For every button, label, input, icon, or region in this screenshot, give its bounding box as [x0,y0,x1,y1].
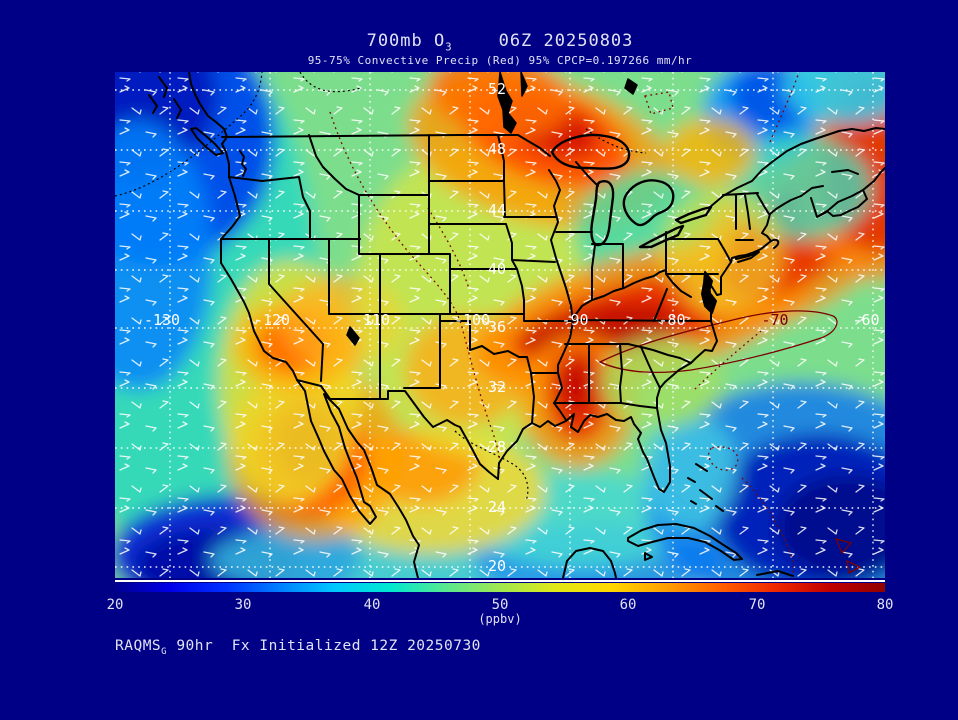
colorbar-tick: 80 [876,597,894,613]
ozone-map-canvas: 52 48 44 40 36 32 28 24 20 -130 -120 -11… [115,72,885,578]
canada-border [221,134,551,157]
colorbar-tick: 30 [234,597,252,613]
lat-label: 24 [488,498,506,516]
title-valid-time: 06Z 20250803 [498,31,634,51]
colorbar-tick: 60 [619,597,637,613]
gulf-atlantic-coast [497,320,718,493]
map-labels: 52 48 44 40 36 32 28 24 20 -130 -120 -11… [144,80,880,575]
graticule [115,72,885,578]
lat-label: 36 [488,318,506,336]
lat-label: 32 [488,378,506,396]
colorbar-top-edge [115,580,885,582]
title-product: 700mb O [366,31,446,51]
st-lawrence-coast [709,127,885,218]
plot-title: 700mb O3 06Z 20250803 [115,31,885,53]
colorbar-tick: 20 [106,597,124,613]
footer-spacer [213,638,231,654]
mexico-border [296,379,499,480]
state-borders-east [548,161,770,409]
colorbar-unit: (ppbv) [478,612,522,626]
lon-label: -120 [254,311,290,329]
precip-contours [329,72,862,575]
coastlines-and-borders [148,72,885,578]
lat-label: 48 [488,140,506,158]
mississippi-river [550,189,574,421]
lon-label: -110 [354,311,390,329]
init-info: Fx Initialized 12Z 20250730 [231,638,481,654]
plot-subtitle: 95-75% Convective Precip (Red) 95% CPCP=… [307,54,693,67]
cuba-islands [562,463,794,578]
model-run-info: RAQMSG 90hr Fx Initialized 12Z 20250730 [115,638,481,657]
ozone-contours [115,72,647,502]
model-subscript: G [161,646,168,657]
colorbar-tick: 70 [748,597,766,613]
ozone-field: 52 48 44 40 36 32 28 24 20 -130 -120 -11… [115,72,885,578]
lon-label: -90 [561,311,588,329]
chesapeake-bay [701,271,717,314]
lon-label: -130 [144,311,180,329]
lat-label: 44 [488,201,506,219]
forecast-hour-value: 90hr [176,638,214,654]
title-species-subscript: 3 [445,41,453,54]
forecast-map: 52 48 44 40 36 32 28 24 20 -130 -120 -11… [115,72,885,578]
pacific-baja-coast [220,143,420,578]
lat-label: 28 [488,438,506,456]
colorbar-tick: 50 [491,597,509,613]
great-lakes [550,133,713,249]
small-lakes [346,72,638,346]
lon-label: -70 [761,311,788,329]
lat-label: 20 [488,557,506,575]
bc-coast [148,72,247,177]
forecast-hour [167,638,176,654]
lon-label: -80 [658,311,685,329]
model-name: RAQMS [115,638,162,654]
lon-label: -100 [454,311,490,329]
colorbar-tick: 40 [363,597,381,613]
lat-label: 52 [488,80,506,98]
lon-label: -60 [852,311,879,329]
state-borders-west [220,134,712,424]
lat-label: 40 [488,260,506,278]
colorbar-gradient [115,583,885,592]
